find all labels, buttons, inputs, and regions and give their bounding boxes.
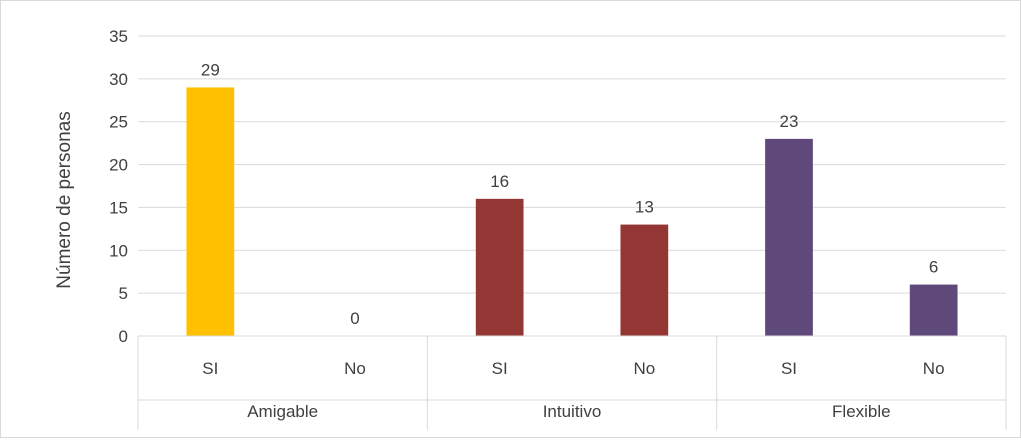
y-tick-label: 10 <box>109 241 128 260</box>
x-category-label: SI <box>492 359 508 378</box>
x-category-label: SI <box>202 359 218 378</box>
y-tick-label: 35 <box>109 27 128 46</box>
y-tick-label: 15 <box>109 198 128 217</box>
y-axis-title: Número de personas <box>54 111 75 288</box>
data-label: 16 <box>490 172 509 191</box>
data-label: 23 <box>780 112 799 131</box>
y-tick-label: 20 <box>109 156 128 175</box>
bar-intuitivo-si <box>475 198 524 336</box>
data-label: 0 <box>350 309 359 328</box>
bars <box>186 87 958 336</box>
data-label: 29 <box>201 60 220 79</box>
y-tick-label: 30 <box>109 70 128 89</box>
bar-flexible-si <box>765 138 813 336</box>
x-group-label: Intuitivo <box>543 402 602 421</box>
y-tick-label: 0 <box>119 327 128 346</box>
x-group-label: Amigable <box>247 402 318 421</box>
y-tick-label: 5 <box>119 284 128 303</box>
bar-amigable-si <box>186 87 235 336</box>
gridlines <box>138 35 1006 294</box>
x-group-label: Flexible <box>832 402 891 421</box>
y-tick-label: 25 <box>109 113 128 132</box>
x-category-label: No <box>633 359 655 378</box>
x-category-label: No <box>923 359 945 378</box>
axes <box>137 335 1007 430</box>
bar-intuitivo-no <box>620 224 669 336</box>
x-category-label: SI <box>781 359 797 378</box>
data-label: 13 <box>635 198 654 217</box>
x-category-label: No <box>344 359 366 378</box>
data-label: 6 <box>929 258 938 277</box>
labels: 0 5 10 15 20 25 30 35 29 SI 0 No Amigable 16 SI 13 No Int… <box>109 27 944 421</box>
bar-flexible-no <box>909 284 958 336</box>
